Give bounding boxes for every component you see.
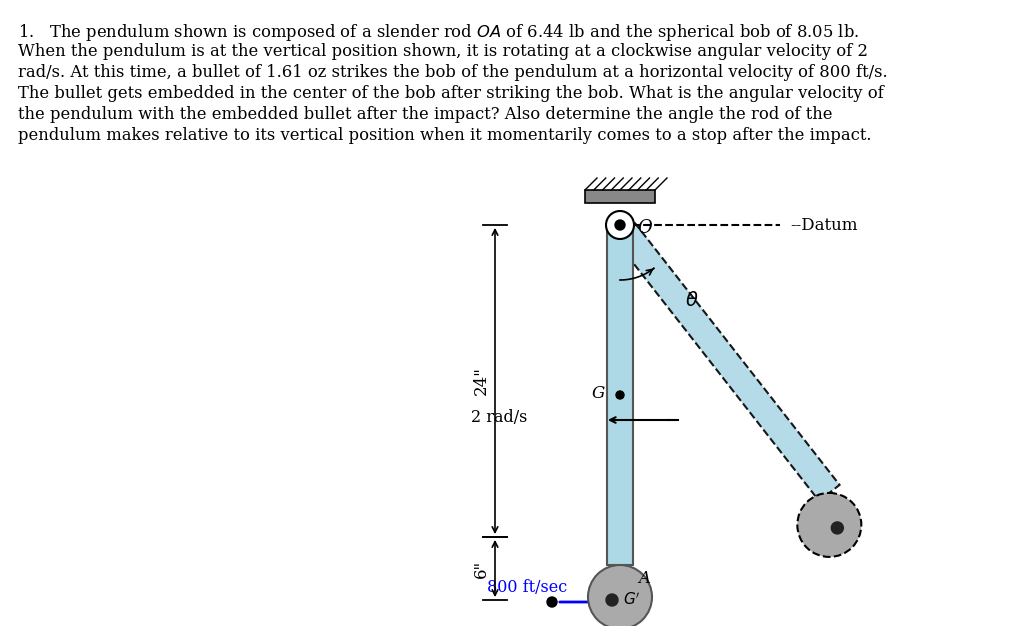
Text: --Datum: --Datum — [790, 217, 857, 233]
Circle shape — [615, 220, 625, 230]
Text: The bullet gets embedded in the center of the bob after striking the bob. What i: The bullet gets embedded in the center o… — [18, 85, 884, 102]
Circle shape — [606, 211, 634, 239]
Circle shape — [616, 391, 624, 399]
Text: 1.   The pendulum shown is composed of a slender rod $\mathit{OA}$ of 6.44 lb an: 1. The pendulum shown is composed of a s… — [18, 22, 859, 43]
Circle shape — [588, 565, 652, 626]
Text: 800 ft/sec: 800 ft/sec — [487, 580, 567, 597]
Bar — [585, 190, 655, 203]
Text: When the pendulum is at the vertical position shown, it is rotating at a clockwi: When the pendulum is at the vertical pos… — [18, 43, 868, 60]
Circle shape — [798, 493, 861, 557]
Text: $G'$: $G'$ — [623, 592, 641, 608]
Text: O: O — [637, 219, 651, 237]
Text: rad/s. At this time, a bullet of 1.61 oz strikes the bob of the pendulum at a ho: rad/s. At this time, a bullet of 1.61 oz… — [18, 64, 888, 81]
Text: the pendulum with the embedded bullet after the impact? Also determine the angle: the pendulum with the embedded bullet af… — [18, 106, 833, 123]
Text: 24": 24" — [473, 367, 490, 396]
Text: $\theta$: $\theta$ — [685, 290, 698, 309]
Polygon shape — [609, 217, 840, 501]
Circle shape — [547, 597, 557, 607]
Text: pendulum makes relative to its vertical position when it momentarily comes to a : pendulum makes relative to its vertical … — [18, 127, 871, 144]
Text: 6": 6" — [473, 560, 490, 578]
Text: 2 rad/s: 2 rad/s — [471, 409, 527, 426]
Text: G: G — [592, 384, 605, 401]
Text: A: A — [638, 570, 650, 587]
Circle shape — [831, 522, 844, 534]
Bar — [607, 225, 633, 565]
Circle shape — [606, 594, 618, 606]
